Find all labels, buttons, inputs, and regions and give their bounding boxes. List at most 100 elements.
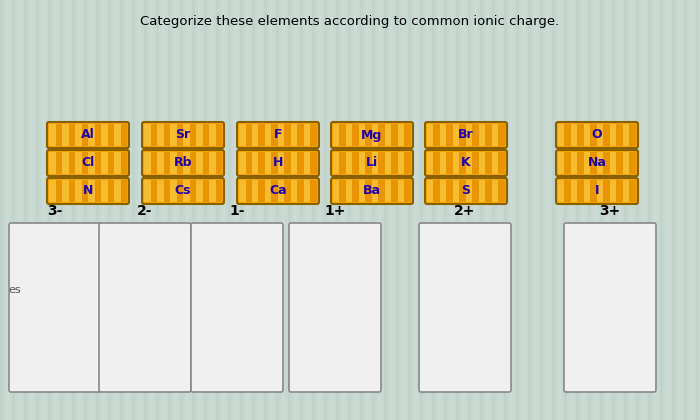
FancyBboxPatch shape: [564, 152, 571, 174]
FancyBboxPatch shape: [492, 152, 498, 174]
FancyBboxPatch shape: [333, 152, 340, 174]
FancyBboxPatch shape: [433, 180, 440, 202]
FancyBboxPatch shape: [49, 124, 55, 146]
Text: S: S: [461, 184, 470, 197]
FancyBboxPatch shape: [385, 180, 391, 202]
FancyBboxPatch shape: [617, 124, 623, 146]
FancyBboxPatch shape: [157, 152, 164, 174]
FancyBboxPatch shape: [372, 152, 379, 174]
FancyBboxPatch shape: [453, 180, 459, 202]
FancyBboxPatch shape: [191, 223, 283, 392]
FancyBboxPatch shape: [114, 180, 120, 202]
FancyBboxPatch shape: [629, 180, 636, 202]
FancyBboxPatch shape: [88, 124, 95, 146]
FancyBboxPatch shape: [258, 152, 265, 174]
FancyBboxPatch shape: [62, 124, 69, 146]
FancyBboxPatch shape: [459, 152, 466, 174]
FancyBboxPatch shape: [311, 180, 317, 202]
FancyBboxPatch shape: [359, 124, 365, 146]
FancyBboxPatch shape: [398, 180, 405, 202]
FancyBboxPatch shape: [486, 124, 492, 146]
FancyBboxPatch shape: [55, 124, 62, 146]
FancyBboxPatch shape: [610, 152, 617, 174]
FancyBboxPatch shape: [69, 152, 75, 174]
FancyBboxPatch shape: [597, 124, 603, 146]
FancyBboxPatch shape: [190, 152, 196, 174]
FancyBboxPatch shape: [459, 124, 466, 146]
FancyBboxPatch shape: [114, 124, 120, 146]
FancyBboxPatch shape: [176, 152, 183, 174]
FancyBboxPatch shape: [629, 124, 636, 146]
FancyBboxPatch shape: [272, 124, 278, 146]
FancyBboxPatch shape: [209, 124, 216, 146]
FancyBboxPatch shape: [473, 180, 479, 202]
FancyBboxPatch shape: [391, 152, 398, 174]
FancyBboxPatch shape: [610, 124, 617, 146]
Text: O: O: [592, 129, 602, 142]
FancyBboxPatch shape: [99, 223, 191, 392]
FancyBboxPatch shape: [196, 152, 202, 174]
FancyBboxPatch shape: [591, 152, 597, 174]
FancyBboxPatch shape: [202, 180, 209, 202]
FancyBboxPatch shape: [425, 178, 507, 204]
FancyBboxPatch shape: [88, 152, 95, 174]
FancyBboxPatch shape: [239, 124, 246, 146]
FancyBboxPatch shape: [479, 152, 486, 174]
FancyBboxPatch shape: [346, 180, 353, 202]
FancyBboxPatch shape: [578, 180, 584, 202]
FancyBboxPatch shape: [69, 180, 75, 202]
FancyBboxPatch shape: [284, 124, 291, 146]
FancyBboxPatch shape: [55, 180, 62, 202]
FancyBboxPatch shape: [94, 180, 101, 202]
FancyBboxPatch shape: [385, 152, 391, 174]
FancyBboxPatch shape: [47, 122, 129, 148]
FancyBboxPatch shape: [346, 152, 353, 174]
FancyBboxPatch shape: [150, 180, 157, 202]
FancyBboxPatch shape: [453, 124, 459, 146]
FancyBboxPatch shape: [272, 180, 278, 202]
FancyBboxPatch shape: [190, 180, 196, 202]
FancyBboxPatch shape: [298, 180, 304, 202]
FancyBboxPatch shape: [453, 152, 459, 174]
FancyBboxPatch shape: [108, 124, 114, 146]
FancyBboxPatch shape: [427, 124, 433, 146]
FancyBboxPatch shape: [164, 180, 170, 202]
FancyBboxPatch shape: [311, 152, 317, 174]
FancyBboxPatch shape: [150, 124, 157, 146]
FancyBboxPatch shape: [216, 180, 222, 202]
FancyBboxPatch shape: [298, 124, 304, 146]
Text: Mg: Mg: [361, 129, 383, 142]
FancyBboxPatch shape: [278, 124, 284, 146]
FancyBboxPatch shape: [584, 152, 591, 174]
Text: es: es: [8, 285, 20, 295]
FancyBboxPatch shape: [466, 124, 473, 146]
FancyBboxPatch shape: [584, 124, 591, 146]
FancyBboxPatch shape: [425, 150, 507, 176]
FancyBboxPatch shape: [75, 180, 81, 202]
FancyBboxPatch shape: [405, 152, 411, 174]
FancyBboxPatch shape: [603, 152, 610, 174]
FancyBboxPatch shape: [427, 152, 433, 174]
FancyBboxPatch shape: [391, 124, 398, 146]
FancyBboxPatch shape: [603, 124, 610, 146]
FancyBboxPatch shape: [558, 124, 564, 146]
FancyBboxPatch shape: [427, 180, 433, 202]
FancyBboxPatch shape: [183, 124, 190, 146]
FancyBboxPatch shape: [629, 152, 636, 174]
FancyBboxPatch shape: [556, 150, 638, 176]
FancyBboxPatch shape: [492, 124, 498, 146]
FancyBboxPatch shape: [447, 180, 453, 202]
FancyBboxPatch shape: [597, 152, 603, 174]
FancyBboxPatch shape: [571, 152, 577, 174]
FancyBboxPatch shape: [379, 180, 385, 202]
FancyBboxPatch shape: [564, 223, 656, 392]
FancyBboxPatch shape: [405, 124, 411, 146]
FancyBboxPatch shape: [246, 152, 252, 174]
FancyBboxPatch shape: [440, 124, 447, 146]
FancyBboxPatch shape: [591, 124, 597, 146]
FancyBboxPatch shape: [466, 180, 473, 202]
FancyBboxPatch shape: [440, 180, 447, 202]
FancyBboxPatch shape: [246, 180, 252, 202]
FancyBboxPatch shape: [209, 180, 216, 202]
FancyBboxPatch shape: [447, 124, 453, 146]
